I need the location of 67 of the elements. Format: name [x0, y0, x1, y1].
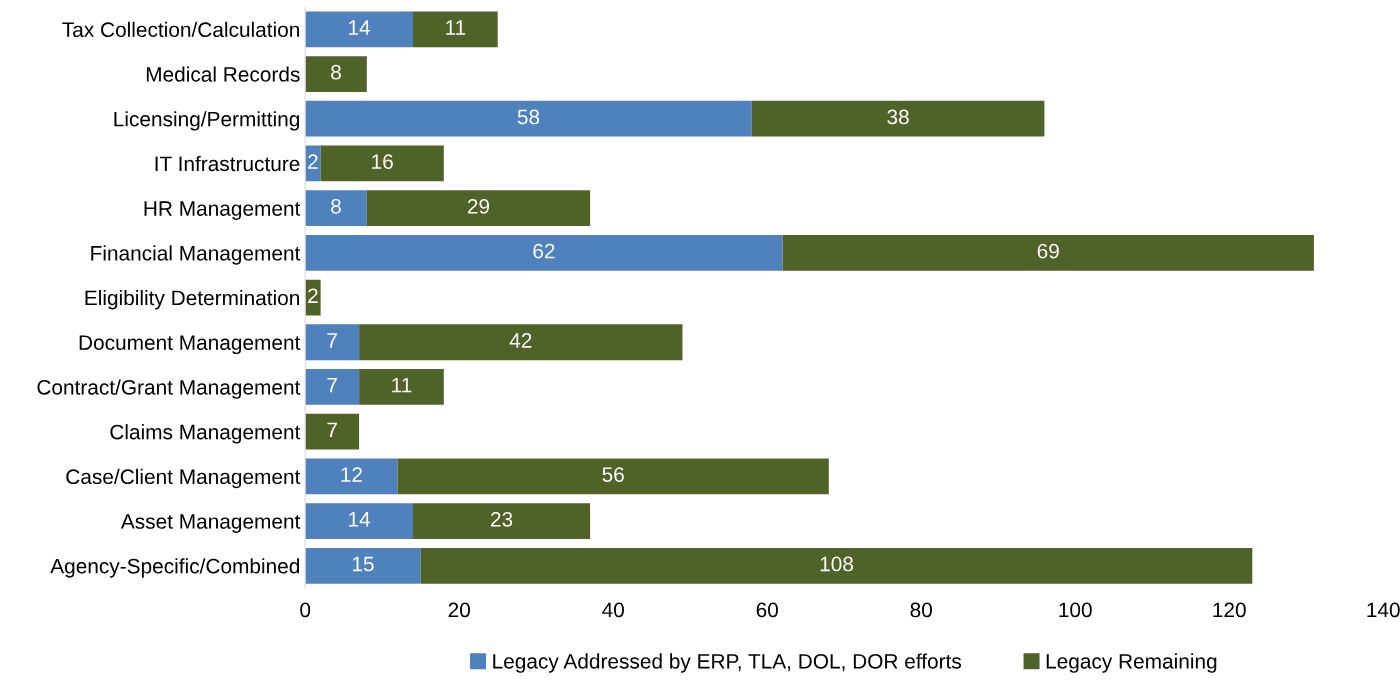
y-tick-label: Eligibility Determination: [85, 289, 299, 310]
data-label: 38: [887, 109, 909, 125]
bar: [413, 503, 591, 539]
x-tick-label: 20: [448, 602, 470, 618]
bar: [305, 413, 360, 450]
data-label: 2: [308, 154, 318, 169]
data-label: 23: [491, 511, 513, 527]
x-tick-label: 80: [910, 602, 932, 618]
bar: [305, 547, 421, 584]
y-tick-label: Asset Management: [120, 514, 301, 533]
data-label: 69: [1037, 243, 1059, 259]
legend-label: Legacy Addressed by ERP, TLA, DOL, DOR efforts: [493, 653, 962, 673]
bar: [305, 56, 367, 92]
bar: [305, 458, 398, 495]
data-label: 7: [327, 378, 337, 393]
bar: [305, 190, 367, 227]
bar: [305, 100, 752, 137]
data-label: 11: [446, 20, 466, 35]
y-tick-label: Agency-Specific/Combined: [50, 558, 300, 578]
bar: [413, 11, 498, 48]
bar: [420, 547, 1253, 584]
data-label: 14: [349, 512, 371, 527]
data-label: 2: [308, 288, 318, 303]
legend-label: Legacy Remaining: [1046, 653, 1217, 673]
x-tick-label: 60: [756, 602, 778, 618]
data-label: 15: [352, 556, 374, 572]
bar: [305, 369, 360, 405]
data-label: 58: [517, 109, 540, 125]
bar: [359, 324, 683, 361]
x-tick-label: 120: [1213, 602, 1246, 618]
bar: [305, 11, 413, 48]
y-tick-label: Medical Records: [146, 66, 300, 82]
data-label: 11: [392, 378, 412, 393]
data-label: 56: [602, 467, 624, 482]
y-tick-label: IT Infrastructure: [155, 155, 300, 172]
bar: [782, 234, 1314, 271]
x-tick-label: 0: [300, 602, 311, 618]
data-label: 12: [341, 467, 362, 482]
data-label: 8: [331, 198, 341, 214]
data-label: 14: [349, 20, 371, 35]
x-tick-label: 40: [602, 602, 624, 618]
y-tick-label: Financial Management: [91, 245, 301, 265]
bar: [366, 190, 591, 227]
data-label: 42: [509, 333, 532, 348]
y-tick-label: Contract/Grant Management: [37, 379, 301, 399]
y-tick-label: Document Management: [79, 335, 301, 355]
bar: [305, 324, 360, 361]
bar: [305, 503, 413, 539]
data-label: 7: [327, 422, 337, 438]
data-label: 8: [331, 64, 341, 80]
x-tick-label: 140: [1367, 602, 1400, 618]
data-label: 16: [372, 154, 393, 170]
y-tick-label: Claims Management: [110, 424, 301, 444]
data-label: 29: [467, 198, 490, 214]
x-tick-label: 100: [1059, 602, 1092, 618]
y-tick-label: Tax Collection/Calculation: [62, 21, 299, 38]
y-tick-label: Licensing/Permitting: [114, 111, 300, 131]
y-tick-label: Case/Client Management: [66, 468, 301, 489]
bar: [397, 458, 829, 495]
bar: [320, 145, 444, 182]
bar: [359, 369, 444, 405]
data-label: 62: [533, 243, 555, 259]
data-label: 108: [820, 556, 853, 572]
bar: [751, 100, 1045, 137]
y-tick-label: HR Management: [144, 201, 301, 220]
bar: [305, 234, 783, 271]
data-label: 7: [327, 333, 337, 348]
